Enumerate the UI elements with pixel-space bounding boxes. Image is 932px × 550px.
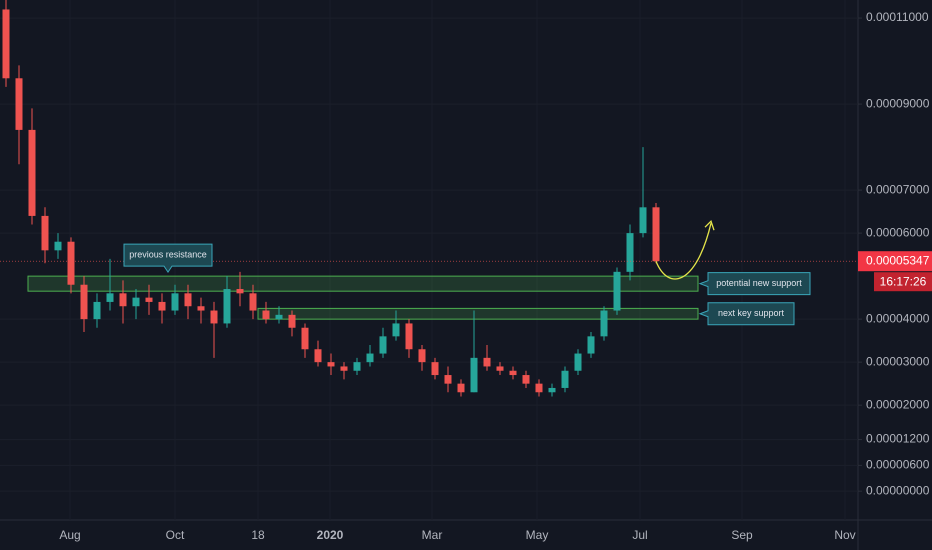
candle-body [275,314,283,320]
y-tick-label: 0.00007000 [866,182,930,196]
callout-text: next key support [718,308,785,318]
candle-body [2,9,10,79]
countdown-label: 16:17:26 [880,274,927,288]
last-price-label: 0.00005347 [866,253,930,267]
callout: potential new support [698,272,811,296]
candle-body [132,297,140,307]
callout-text: potential new support [716,278,802,288]
candle-body [600,310,608,337]
candle-body [288,314,296,328]
candle-body [431,362,439,376]
candle-body [470,357,478,393]
last-price-box [858,251,932,272]
x-tick-label: May [526,528,549,542]
forecast-arrowhead [704,220,715,231]
support-zone [27,275,699,292]
candle-body [314,349,322,363]
candle-body [457,383,465,393]
candle-body [106,293,114,302]
candle-body [119,293,127,307]
candle-body [652,207,660,262]
candle-body [41,215,49,251]
candle-body [158,301,166,311]
candle-body [639,207,647,234]
candle-body [184,293,192,307]
candle-body [28,129,36,216]
candle-body [249,293,257,311]
y-tick-label: 0.00001200 [866,432,930,446]
candle-body [509,370,517,376]
x-tick-label: Nov [834,528,855,542]
x-tick-label: Sep [731,528,753,542]
y-tick-label: 0.00011000 [866,10,929,24]
y-tick-label: 0.00009000 [866,96,930,110]
y-tick-label: 0.00003000 [866,354,930,368]
candle-body [561,370,569,388]
candle-body [483,357,491,367]
x-tick-label: 2020 [317,528,344,542]
callout: next key support [698,302,795,326]
candle-body [535,383,543,393]
candle-body [379,336,387,354]
candle-body [80,284,88,320]
candle-body [340,366,348,371]
y-tick-label: 0.00000600 [866,458,930,472]
candle-body [67,241,75,285]
candle-body [262,310,270,320]
callout: previous resistance [123,243,213,274]
candle-body [444,375,452,384]
candle-body [171,293,179,311]
candle-body [613,271,621,311]
callout-box [698,272,811,296]
countdown-box [874,272,932,292]
x-tick-label: Mar [422,528,443,542]
y-tick-label: 0.00006000 [866,225,930,239]
candle-body [210,310,218,324]
candle-body [392,323,400,337]
candle-body [522,375,530,384]
candle-body [236,289,244,294]
candle-body [496,366,504,371]
callout-box [123,243,213,274]
candle-body [223,289,231,324]
x-tick-label: Oct [166,528,185,542]
candle-body [327,362,335,367]
candle-body [93,301,101,320]
y-tick-label: 0.00004000 [866,311,930,325]
y-tick-label: 0.00002000 [866,397,930,411]
candle-body [548,387,556,393]
candle-body [405,323,413,350]
x-tick-label: 18 [251,528,265,542]
forecast-curve [655,223,712,280]
support-zone [257,307,699,320]
candle-body [366,353,374,363]
candle-body [54,241,62,251]
candle-body [197,306,205,311]
x-tick-label: Jul [632,528,647,542]
callout-box [698,302,795,326]
x-tick-label: Aug [59,528,80,542]
candle-body [145,297,153,302]
candle-body [15,78,23,130]
callout-text: previous resistance [129,250,207,260]
candle-body [587,336,595,354]
candle-body [418,349,426,363]
candle-body [353,362,361,371]
candle-body [301,327,309,350]
candle-body [574,353,582,371]
y-tick-label: 0.00000000 [866,483,930,497]
candle-body [626,233,634,272]
